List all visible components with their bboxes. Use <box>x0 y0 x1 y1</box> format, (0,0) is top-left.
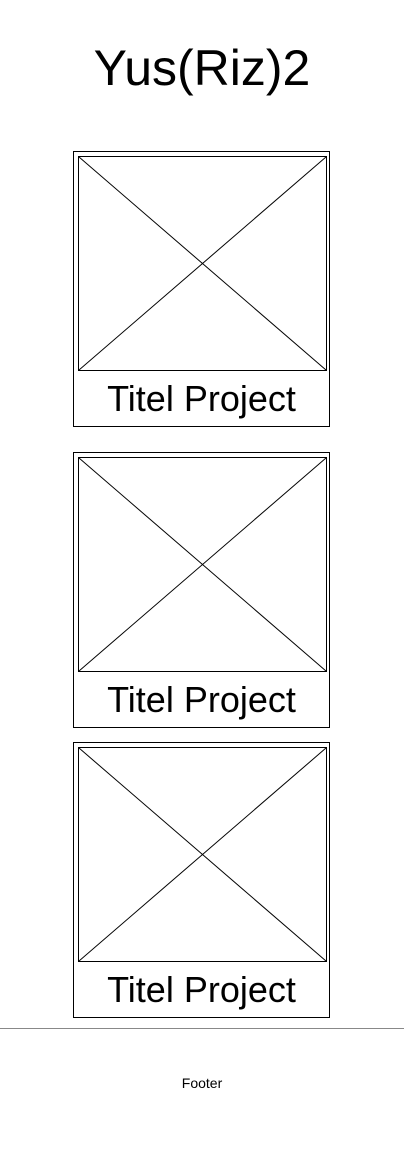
project-title: Titel Project <box>107 679 296 720</box>
project-title: Titel Project <box>107 969 296 1010</box>
project-card[interactable]: Titel Project <box>73 742 330 1018</box>
footer: Footer <box>181 1075 223 1091</box>
footer-divider <box>0 1028 404 1029</box>
image-placeholder-icon <box>78 747 327 962</box>
project-title: Titel Project <box>107 378 296 419</box>
project-card[interactable]: Titel Project <box>73 452 330 728</box>
image-placeholder-icon <box>78 457 327 672</box>
project-card[interactable]: Titel Project <box>73 151 330 427</box>
page-title: Yus(Riz)2 <box>93 40 311 96</box>
image-placeholder-icon <box>78 156 327 371</box>
